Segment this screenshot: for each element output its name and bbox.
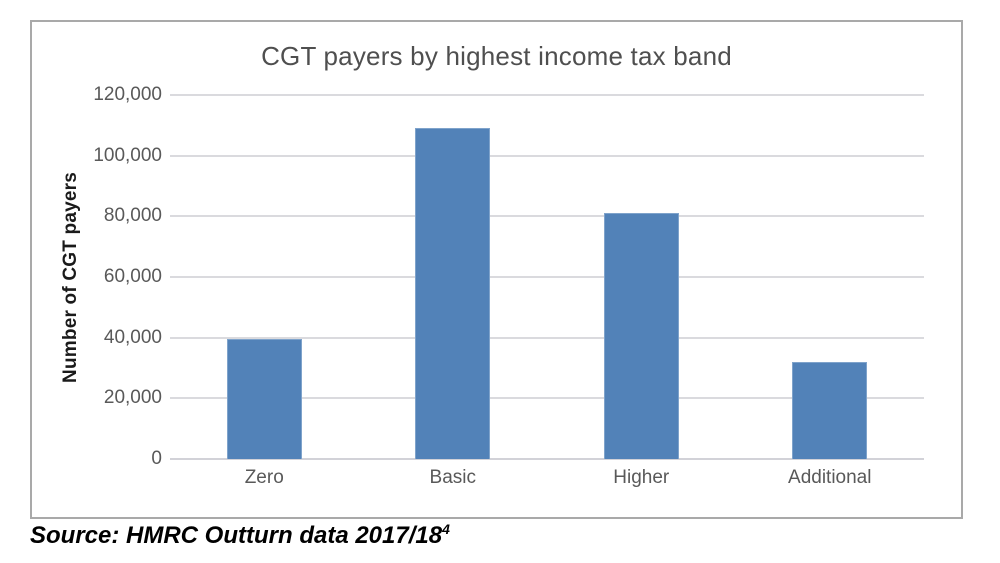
y-tick-labels: 0 20,000 40,000 60,000 80,000 100,000 120,000 — [42, 85, 162, 469]
bar-cell-basic — [359, 95, 548, 459]
gridline — [170, 215, 924, 218]
y-tick-label: 40,000 — [103, 326, 162, 348]
gridline — [170, 154, 924, 157]
plot-area — [170, 94, 924, 460]
gridline — [170, 276, 924, 278]
bars-row — [170, 95, 924, 459]
y-tick-label: 20,000 — [103, 387, 162, 409]
source-text: Source: HMRC Outturn data 2017/18 — [30, 522, 443, 549]
source-caption: Source: HMRC Outturn data 2017/184 — [30, 522, 450, 550]
gridline — [170, 336, 924, 339]
x-tick-label-higher: Higher — [613, 467, 670, 488]
x-tick-label-basic: Basic — [429, 467, 476, 488]
bar-additional — [792, 361, 868, 459]
y-tick-label: 0 — [151, 448, 162, 469]
chart-frame: CGT payers by highest income tax band Nu… — [30, 20, 963, 519]
bar-cell-zero — [170, 95, 359, 459]
bar-higher — [603, 213, 679, 459]
gridline — [170, 94, 924, 96]
y-tick-label: 60,000 — [103, 266, 162, 287]
bar-cell-additional — [736, 95, 925, 459]
x-axis-line — [170, 458, 924, 460]
y-tick-label: 80,000 — [103, 205, 162, 227]
x-tick-label-zero: Zero — [244, 467, 284, 488]
bar-basic — [415, 128, 491, 459]
bar-cell-higher — [547, 95, 736, 459]
gridline — [170, 397, 924, 400]
y-tick-label: 120,000 — [93, 84, 162, 105]
y-tick-label: 100,000 — [93, 144, 162, 166]
chart-title: CGT payers by highest income tax band — [261, 41, 732, 71]
bar-zero — [226, 339, 302, 459]
source-footnote-marker: 4 — [442, 521, 450, 537]
x-tick-label-additional: Additional — [788, 467, 872, 488]
x-tick-labels: Zero Basic Higher Additional — [170, 467, 924, 489]
